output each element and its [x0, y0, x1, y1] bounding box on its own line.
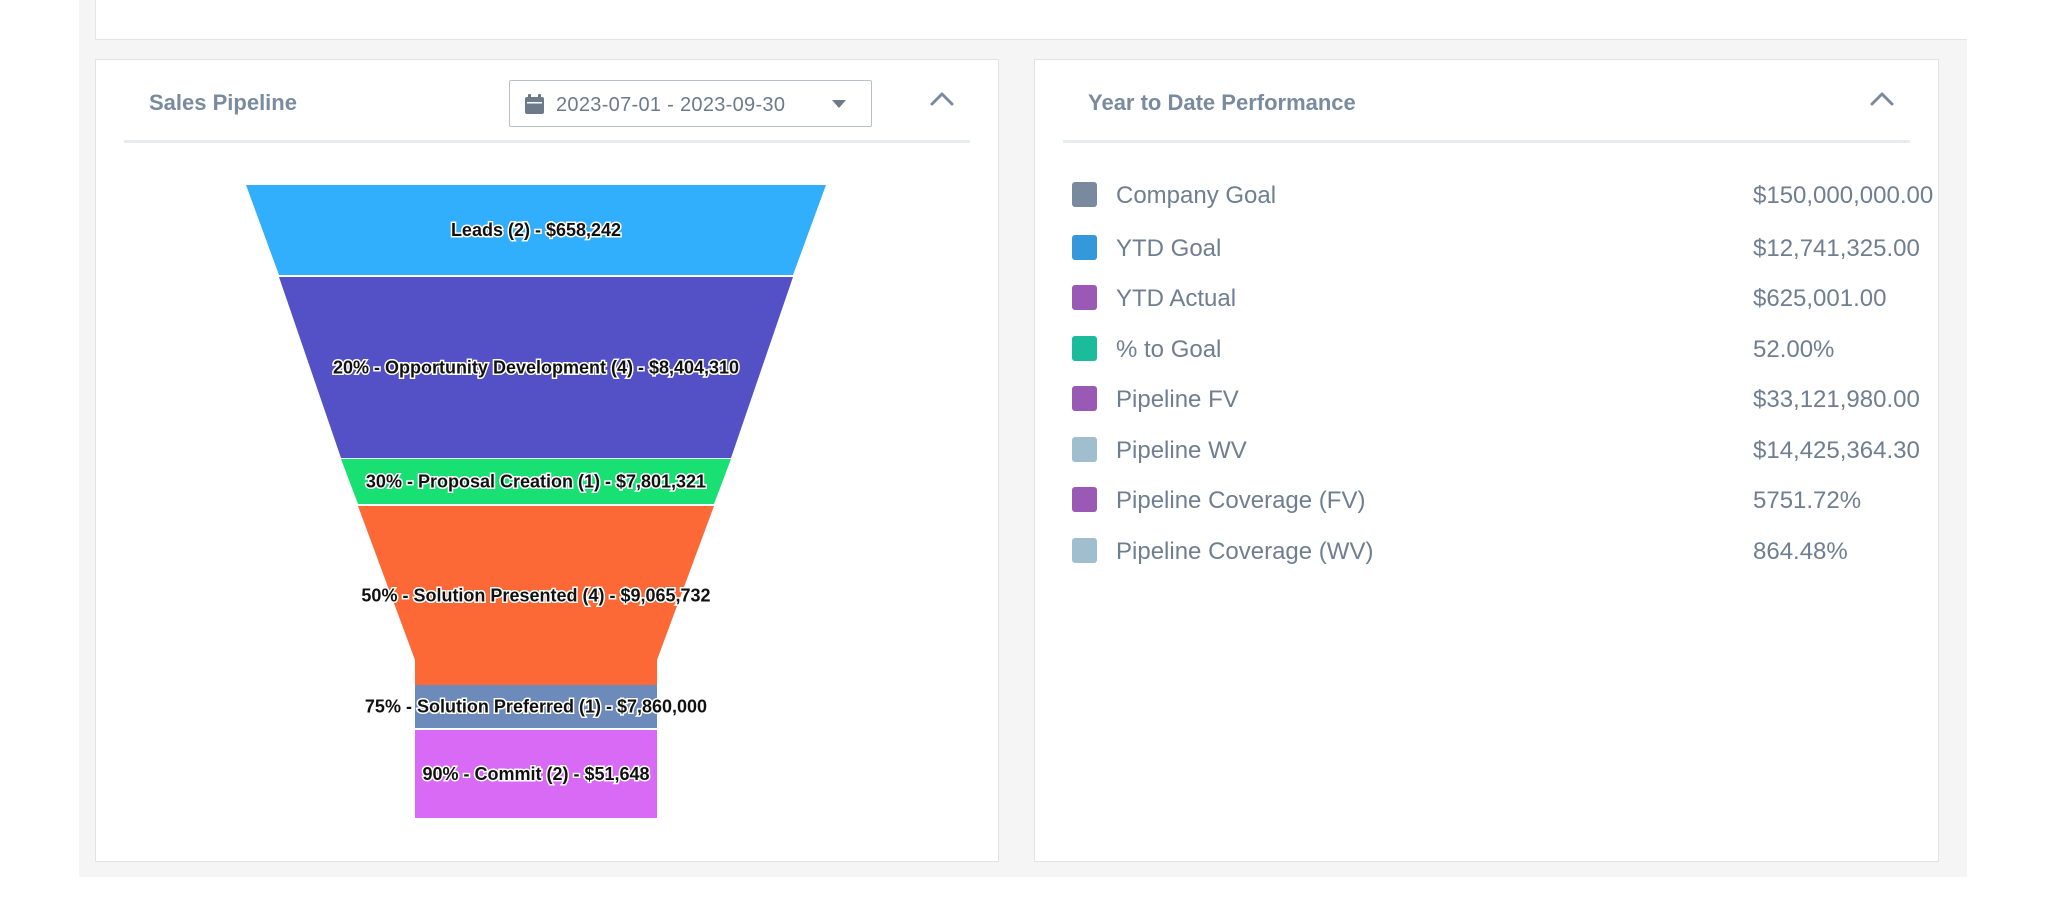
ytd-performance-header: Year to Date Performance	[1063, 60, 1910, 143]
panel-title: Year to Date Performance	[1088, 90, 1356, 115]
funnel-stage[interactable]	[358, 506, 714, 685]
list-item: Company Goal $150,000,000.00	[1072, 178, 1933, 209]
metric-value: $150,000,000.00	[1753, 182, 1934, 209]
legend-swatch	[1072, 437, 1097, 462]
calendar-icon	[525, 94, 544, 114]
legend-swatch	[1072, 235, 1097, 260]
funnel-stage[interactable]	[279, 277, 793, 458]
metric-label: % to Goal	[1116, 336, 1222, 363]
legend-swatch	[1072, 285, 1097, 310]
list-item: Pipeline WV $14,425,364.30	[1072, 433, 1920, 464]
metric-value: $33,121,980.00	[1753, 386, 1920, 413]
ytd-performance-panel: Year to Date Performance Company Goal $1…	[1034, 59, 1939, 862]
metric-label: Pipeline Coverage (WV)	[1116, 538, 1374, 565]
metric-label: Pipeline WV	[1116, 437, 1247, 464]
list-item: Pipeline Coverage (FV) 5751.72%	[1072, 483, 1902, 514]
funnel-stage[interactable]	[246, 185, 826, 275]
caret-down-icon	[832, 100, 846, 108]
list-item: Pipeline FV $33,121,980.00	[1072, 382, 1920, 413]
previous-panel-edge	[95, 0, 1967, 40]
sales-pipeline-panel: Sales Pipeline 2023-07-01 - 2023-09-30 L…	[95, 59, 999, 862]
date-range-picker[interactable]: 2023-07-01 - 2023-09-30	[509, 80, 872, 127]
metric-label: Company Goal	[1116, 182, 1277, 209]
legend-swatch	[1072, 538, 1097, 563]
list-item: Pipeline Coverage (WV) 864.48%	[1072, 534, 1902, 565]
chevron-up-icon[interactable]	[1866, 84, 1898, 116]
funnel-stage-label: 30% - Proposal Creation (1) - $7,801,321	[366, 471, 706, 491]
metric-label: YTD Goal	[1116, 235, 1222, 262]
legend-swatch	[1072, 182, 1097, 207]
sales-funnel-chart: Leads (2) - $658,242 20% - Opportunity De…	[246, 185, 826, 818]
legend-swatch	[1072, 487, 1097, 512]
metric-value: 5751.72%	[1753, 487, 1862, 514]
panel-title: Sales Pipeline	[149, 90, 297, 115]
funnel-stage[interactable]	[415, 685, 657, 728]
list-item: YTD Actual $625,001.00	[1072, 281, 1902, 312]
funnel-stage-label: 20% - Opportunity Development (4) - $8,4…	[333, 357, 739, 377]
metric-value: $12,741,325.00	[1753, 235, 1920, 262]
metric-value: $625,001.00	[1753, 285, 1887, 312]
metric-value: 864.48%	[1753, 538, 1848, 565]
funnel-stage-label: 90% - Commit (2) - $51,648	[422, 764, 649, 784]
legend-swatch	[1072, 336, 1097, 361]
funnel-stage[interactable]	[341, 459, 731, 504]
list-item: % to Goal 52.00%	[1072, 332, 1902, 363]
funnel-stage-label: 75% - Solution Preferred (1) - $7,860,00…	[365, 696, 707, 716]
metric-value: $14,425,364.30	[1753, 437, 1920, 464]
metric-label: Pipeline FV	[1116, 386, 1239, 413]
metric-label: Pipeline Coverage (FV)	[1116, 487, 1366, 514]
date-range-value: 2023-07-01 - 2023-09-30	[556, 94, 786, 116]
funnel-stage[interactable]	[415, 730, 657, 818]
list-item: YTD Goal $12,741,325.00	[1072, 231, 1920, 262]
funnel-stage-label: Leads (2) - $658,242	[451, 220, 621, 240]
funnel-stage-label: 50% - Solution Presented (4) - $9,065,73…	[361, 585, 710, 605]
sales-pipeline-header: Sales Pipeline 2023-07-01 - 2023-09-30	[124, 60, 970, 143]
metric-label: YTD Actual	[1116, 285, 1237, 312]
legend-swatch	[1072, 386, 1097, 411]
chevron-up-icon[interactable]	[926, 84, 958, 116]
metric-value: 52.00%	[1753, 336, 1835, 363]
